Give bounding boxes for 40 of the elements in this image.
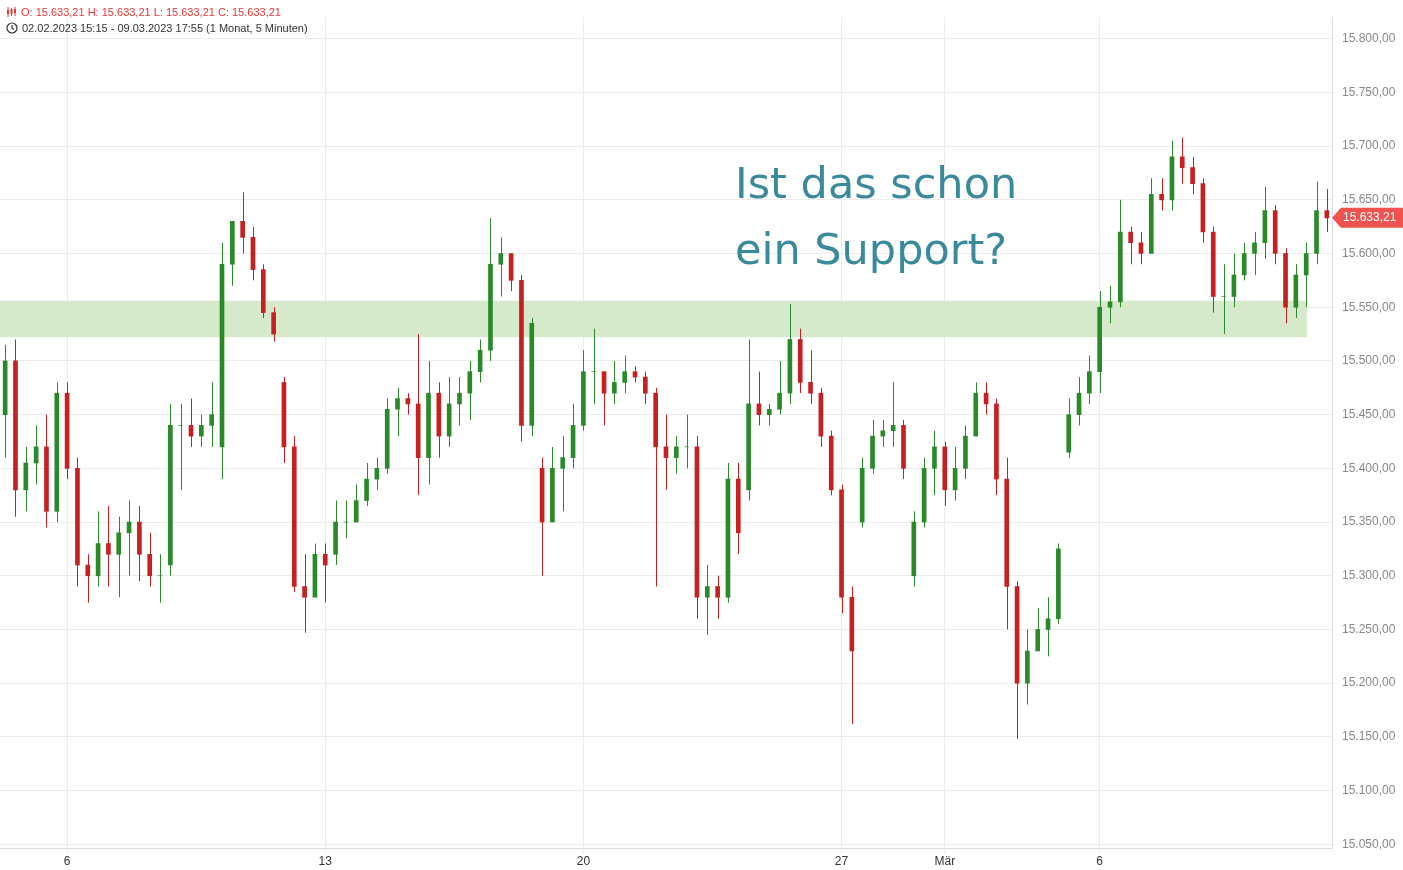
y-tick-label: 15.600,00 <box>1342 245 1396 260</box>
chart-subtitle: 02.02.2023 15:15 - 09.03.2023 17:55 (1 Monat, 5 Minuten) <box>22 22 308 34</box>
annotation: Ist das schon ein Support? <box>735 157 1019 276</box>
y-tick-label: 15.500,00 <box>1342 353 1396 368</box>
candlestick <box>157 553 163 604</box>
candlestick <box>106 505 111 588</box>
y-tick-label: 15.650,00 <box>1342 192 1396 207</box>
y-tick-label: 15.550,00 <box>1342 299 1396 314</box>
candlestick <box>498 236 504 297</box>
x-tick-label: 27 <box>834 854 849 869</box>
y-tick-label: 15.250,00 <box>1342 621 1396 636</box>
y-tick-label: 15.100,00 <box>1342 782 1396 797</box>
x-tick-label: 13 <box>318 854 333 869</box>
x-tick-label: 6 <box>1096 854 1104 869</box>
candlestick <box>715 575 720 620</box>
x-tick-label: 20 <box>576 854 591 869</box>
candlestick <box>178 403 184 491</box>
candlestick <box>591 328 597 405</box>
y-tick-label: 15.450,00 <box>1342 406 1396 421</box>
candlestick <box>704 564 710 636</box>
y-tick-label: 15.700,00 <box>1342 138 1396 153</box>
y-tick-label: 15.750,00 <box>1342 84 1396 99</box>
x-tick-label: Mär <box>934 854 956 869</box>
candlestick <box>1221 263 1226 335</box>
candlestick <box>622 355 628 394</box>
y-tick-label: 15.150,00 <box>1342 729 1396 744</box>
x-tick-label: 6 <box>63 854 71 869</box>
chart-title: O: 15.633,21 H: 15.633,21 L: 15.633,21 C: 15.633,21 <box>21 6 281 18</box>
candlestick <box>1252 231 1257 276</box>
candlestick <box>209 381 214 448</box>
y-tick-label: 15.800,00 <box>1342 31 1396 45</box>
candlestick <box>560 435 566 512</box>
text: 15.633,21 <box>1343 210 1397 225</box>
y-tick-label: 15.400,00 <box>1342 460 1396 475</box>
y-tick-label: 15.350,00 <box>1342 514 1396 529</box>
y-tick-label: 15.200,00 <box>1342 675 1396 690</box>
candlestick <box>302 553 307 634</box>
y-tick-label: 15.050,00 <box>1342 836 1396 851</box>
candlestick <box>395 387 400 437</box>
y-tick-label: 15.300,00 <box>1342 568 1396 583</box>
